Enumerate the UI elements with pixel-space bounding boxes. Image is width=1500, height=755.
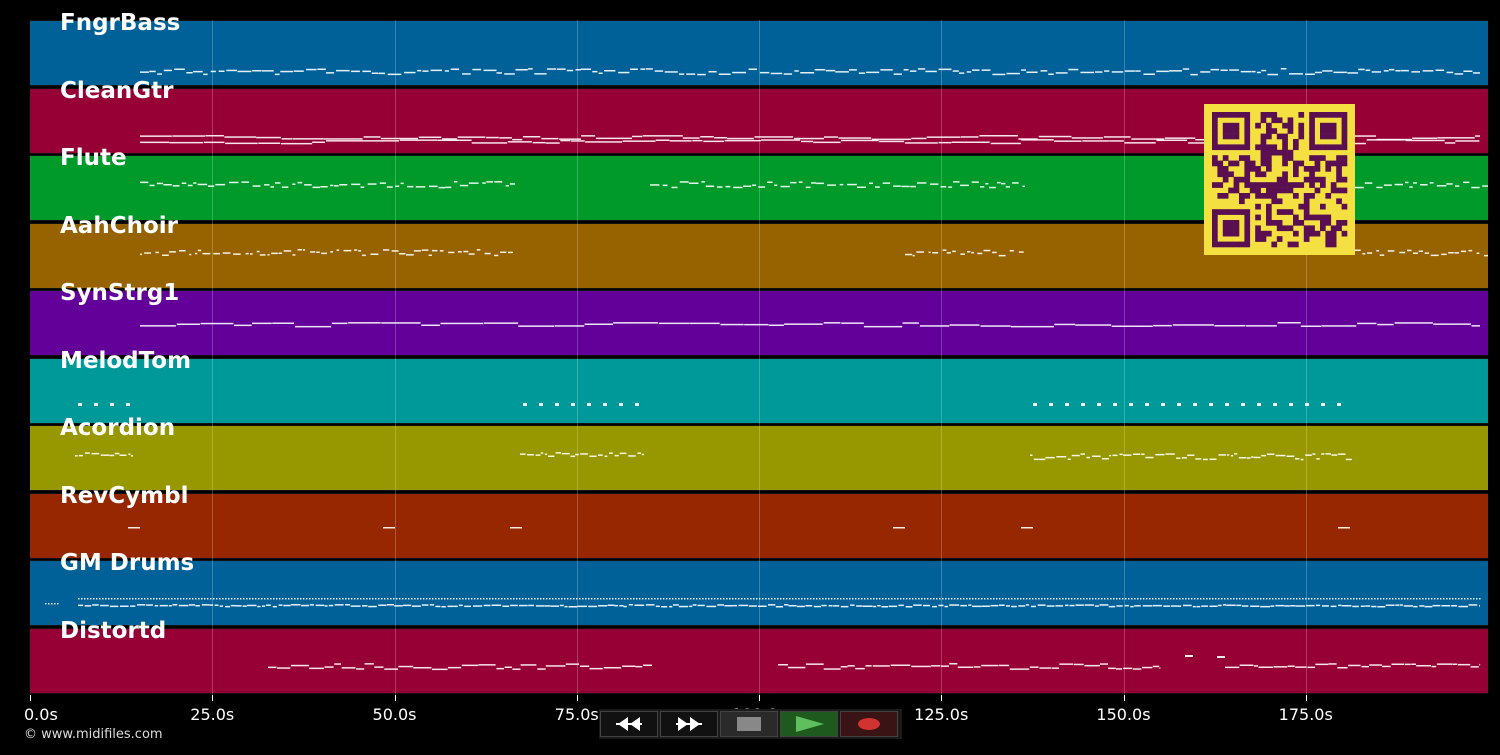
- track-label: RevCymbl: [60, 482, 189, 509]
- track-label: Acordion: [60, 415, 176, 441]
- tick-label: 50.0s: [372, 705, 417, 724]
- tick-label: 175.0s: [1278, 705, 1333, 724]
- tick-mark: [941, 695, 943, 701]
- rewind-icon: [614, 717, 644, 731]
- track-label: Distortd: [60, 617, 167, 644]
- track-melodtom: MelodTom: [30, 348, 1488, 424]
- track-acordion: Acordion: [30, 415, 1488, 491]
- copyright-text: © www.midifiles.com: [24, 727, 163, 742]
- tick-label: 0.0s: [24, 705, 58, 724]
- track-notes: [128, 526, 1350, 528]
- tick-label: 125.0s: [914, 705, 969, 724]
- record-button[interactable]: [840, 711, 898, 737]
- tick-mark: [759, 695, 760, 701]
- qr-code-icon: [1204, 104, 1355, 255]
- tick-label: 75.0s: [554, 705, 599, 724]
- track-notes: [268, 654, 1481, 670]
- tick-mark: [576, 695, 578, 701]
- tick-mark: [1123, 695, 1125, 701]
- track-label: MelodTom: [60, 347, 192, 374]
- tick-mark: [30, 695, 31, 701]
- track-label: Flute: [60, 145, 127, 171]
- stop-button[interactable]: [720, 711, 778, 737]
- tick-label: 25.0s: [190, 705, 235, 724]
- track-label: FngrBass: [60, 10, 181, 36]
- tick-mark: [1305, 695, 1307, 701]
- tick-mark: [212, 695, 214, 701]
- track-notes: [78, 402, 1341, 406]
- time-axis: 0.0s25.0s50.0s75.0s100.0s125.0s150.0s175…: [24, 695, 1488, 725]
- track-label: CleanGtr: [60, 77, 174, 104]
- record-icon: [857, 717, 881, 731]
- track-revcymbl: RevCymbl: [30, 483, 1488, 559]
- fast-forward-icon: [674, 717, 704, 731]
- track-gm-drums: GM Drums: [30, 550, 1488, 626]
- tick-label: 150.0s: [1096, 705, 1151, 724]
- tick-mark: [394, 695, 396, 701]
- transport-controls: [599, 709, 902, 739]
- track-notes: [140, 322, 1480, 328]
- stop-icon: [737, 717, 761, 731]
- rewind-button[interactable]: [600, 711, 658, 737]
- track-label: SynStrg1: [60, 280, 180, 306]
- play-icon: [794, 716, 824, 732]
- track-distortd: Distortd: [30, 618, 1488, 694]
- qr-pattern: [1212, 112, 1348, 248]
- track-notes: [140, 68, 1480, 76]
- track-fngrbass: FngrBass: [30, 10, 1488, 86]
- track-notes: [75, 452, 1352, 461]
- play-button[interactable]: [780, 711, 838, 737]
- track-synstrg1: SynStrg1: [30, 280, 1488, 356]
- track-label: AahChoir: [60, 212, 178, 239]
- fast-forward-button[interactable]: [660, 711, 718, 737]
- track-notes: [45, 598, 1481, 608]
- track-label: GM Drums: [60, 550, 195, 576]
